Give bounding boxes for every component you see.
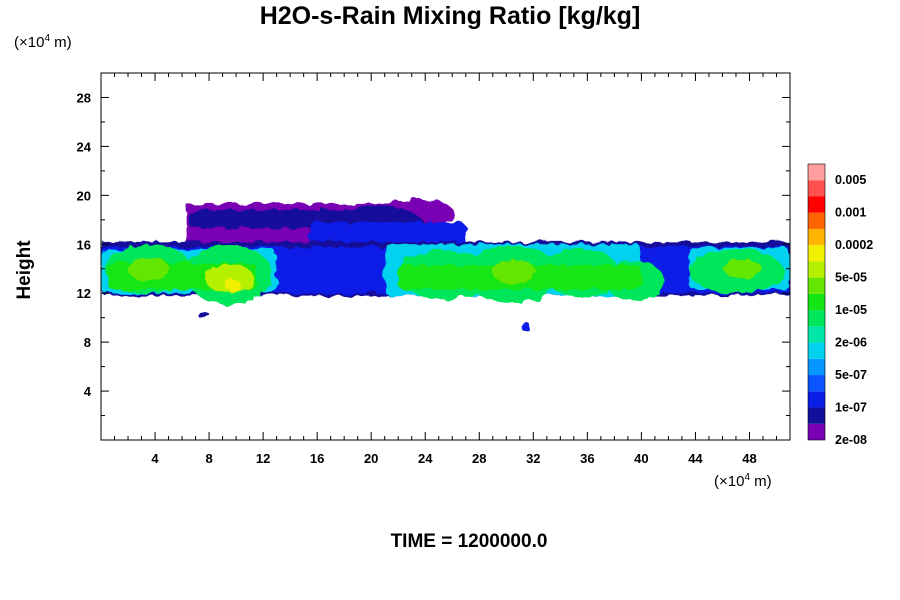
colorbar-label: 1e-05: [835, 303, 867, 317]
cloud-field: [101, 199, 790, 330]
isolated-blob: [198, 313, 212, 320]
y-tick-label: 4: [84, 384, 92, 399]
colorbar-swatch: [808, 375, 825, 392]
x-tick-label: 48: [742, 451, 756, 466]
colorbar-swatch: [808, 293, 825, 311]
core-1: [128, 256, 169, 281]
colorbar-swatch: [808, 277, 825, 294]
x-tick-label: 32: [526, 451, 540, 466]
x-tick-label: 44: [688, 451, 703, 466]
colorbar-swatch: [808, 358, 825, 376]
colorbar-swatch: [808, 326, 825, 343]
core-2: [205, 263, 254, 294]
colorbar: 0.005 0.001 0.0002 5e-05 1e-05 2e-06 5e-07 1e-0…: [807, 163, 873, 447]
x-tick-label: 8: [205, 451, 212, 466]
x-tick-label: 20: [364, 451, 378, 466]
y-tick-label: 20: [77, 188, 91, 203]
colorbar-swatch: [808, 342, 825, 359]
colorbar-label: 2e-08: [835, 433, 867, 447]
y-tick-label: 28: [77, 90, 91, 105]
colorbar-label: 2e-06: [835, 336, 867, 350]
time-label: TIME = 1200000.0: [390, 531, 548, 552]
colorbar-frame: [807, 163, 826, 441]
y-unit-prefix: (×10: [14, 34, 45, 51]
core-3: [491, 258, 535, 284]
colorbar-swatch: [808, 423, 825, 440]
colorbar-label: 0.001: [835, 206, 866, 220]
y-unit-exp: 4: [44, 33, 51, 44]
field-layer: [101, 199, 790, 330]
y-ticks: 4 8 12 16 20 24 28: [77, 90, 790, 417]
core-4: [723, 258, 762, 279]
colorbar-label: 1e-07: [835, 401, 867, 415]
core-hot: [225, 279, 242, 292]
y-tick-label: 12: [77, 286, 91, 301]
colorbar-swatch: [808, 391, 825, 408]
chart-title: H2O-s-Rain Mixing Ratio [kg/kg]: [259, 2, 641, 30]
colorbar-swatch: [808, 261, 825, 278]
x-ticks: 4 8 12 16 20 24 28 32 36 40 44 48: [114, 73, 777, 466]
x-axis-unit: (×104 m): [714, 472, 772, 490]
y-tick-label: 8: [84, 335, 91, 350]
y-tick-label: 24: [77, 139, 92, 154]
colorbar-swatch: [808, 180, 825, 197]
x-unit-prefix: (×10: [714, 473, 745, 490]
y-axis-unit: (×104 m): [14, 33, 72, 51]
x-unit-exp: 4: [744, 472, 751, 483]
x-tick-label: 12: [256, 451, 270, 466]
plot-frame: [100, 72, 791, 441]
colorbar-label: 5e-05: [835, 271, 867, 285]
colorbar-swatch: [808, 310, 825, 327]
x-tick-label: 16: [310, 451, 324, 466]
colorbar-label: 5e-07: [835, 368, 867, 382]
isolated-blob: [519, 322, 531, 330]
colorbar-label: 0.0002: [835, 238, 873, 252]
x-tick-label: 28: [472, 451, 486, 466]
x-tick-label: 24: [418, 451, 433, 466]
colorbar-swatch: [808, 164, 825, 181]
colorbar-swatch: [808, 245, 825, 262]
x-tick-label: 4: [151, 451, 159, 466]
colorbar-swatch: [808, 212, 825, 229]
y-unit-suffix: m): [50, 34, 72, 51]
colorbar-label: 0.005: [835, 173, 866, 187]
x-tick-label: 36: [580, 451, 594, 466]
colorbar-swatch: [808, 407, 825, 424]
x-unit-suffix: m): [750, 473, 772, 490]
colorbar-swatch: [808, 228, 825, 246]
colorbar-swatch: [808, 196, 825, 213]
y-tick-label: 16: [77, 237, 91, 252]
x-tick-label: 40: [634, 451, 648, 466]
